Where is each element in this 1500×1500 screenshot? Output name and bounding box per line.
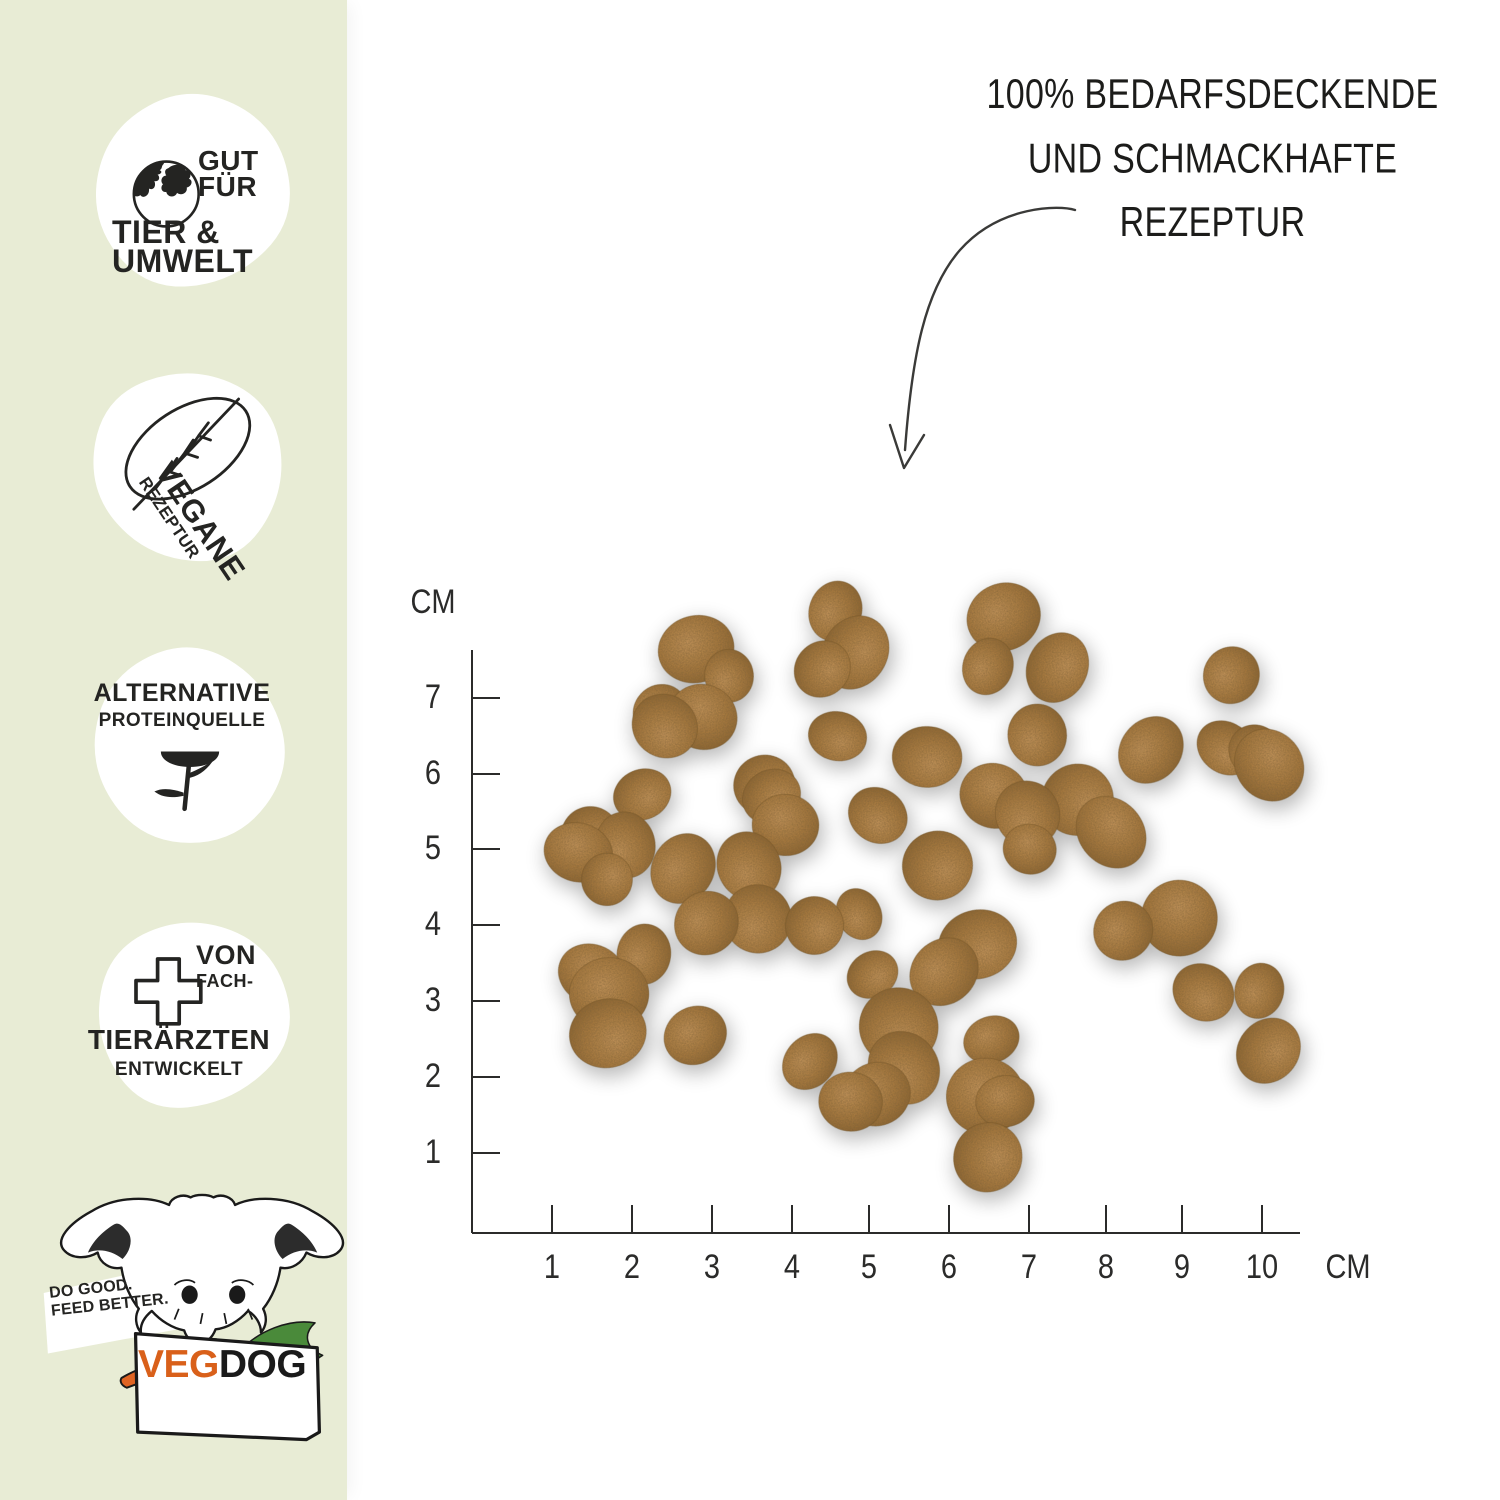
svg-text:7: 7 bbox=[425, 677, 441, 716]
svg-text:9: 9 bbox=[1174, 1247, 1190, 1286]
svg-text:6: 6 bbox=[941, 1247, 957, 1286]
svg-text:1: 1 bbox=[544, 1247, 560, 1286]
svg-text:3: 3 bbox=[425, 980, 441, 1019]
svg-text:2: 2 bbox=[425, 1056, 441, 1095]
svg-text:CM: CM bbox=[410, 582, 455, 621]
svg-text:4: 4 bbox=[425, 904, 441, 943]
svg-text:10: 10 bbox=[1246, 1247, 1278, 1286]
svg-text:5: 5 bbox=[861, 1247, 877, 1286]
svg-text:7: 7 bbox=[1021, 1247, 1037, 1286]
svg-text:5: 5 bbox=[425, 828, 441, 867]
svg-text:CM: CM bbox=[1325, 1247, 1370, 1286]
svg-text:2: 2 bbox=[624, 1247, 640, 1286]
svg-text:6: 6 bbox=[425, 753, 441, 792]
svg-text:8: 8 bbox=[1098, 1247, 1114, 1286]
svg-text:4: 4 bbox=[784, 1247, 800, 1286]
svg-text:3: 3 bbox=[704, 1247, 720, 1286]
svg-text:1: 1 bbox=[425, 1132, 441, 1171]
